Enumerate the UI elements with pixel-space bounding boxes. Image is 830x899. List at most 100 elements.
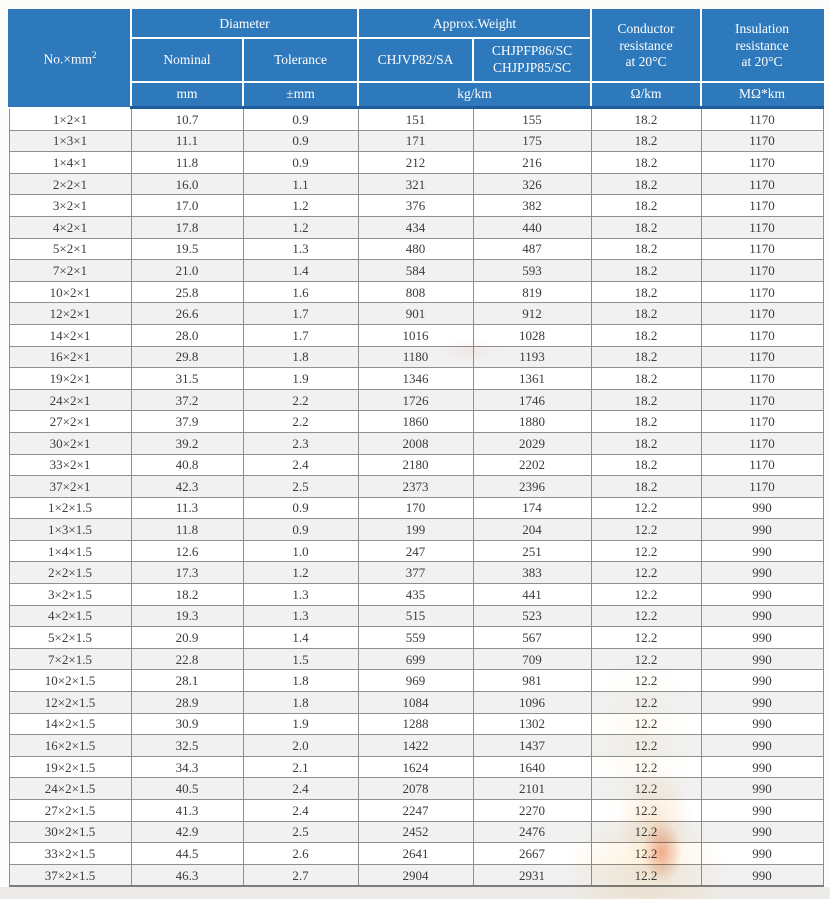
table-cell: 2.7	[242, 863, 359, 888]
table-cell: 1.8	[242, 345, 359, 369]
table-cell: 12.2	[590, 561, 702, 585]
no-mm2-label: No.×mm	[43, 51, 93, 67]
table-cell: 17.0	[130, 194, 244, 217]
table-cell: 12.2	[590, 691, 702, 714]
table-cell: 42.3	[130, 475, 244, 498]
table-cell: 28.1	[130, 669, 244, 693]
table-cell: 480	[357, 237, 474, 261]
table-cell: 1×3×1.5	[8, 518, 132, 541]
table-cell: 19.5	[130, 237, 244, 261]
table-cell: 2.4	[242, 777, 359, 800]
header-weight-type-a: CHJVP82/SA	[357, 37, 475, 83]
table-row: 1×3×1 11.1 0.9 171 175 18.2 1170	[8, 129, 824, 153]
table-cell: 1×4×1.5	[8, 539, 132, 563]
table-cell: 251	[472, 539, 592, 563]
table-cell: 37×2×1	[8, 475, 132, 498]
table-cell: 1170	[700, 475, 824, 498]
table-row: 7×2×1 21.0 1.4 584 593 18.2 1170	[8, 259, 824, 282]
table-row: 37×2×1.5 46.3 2.7 2904 2931 12.2 990	[8, 863, 824, 888]
table-cell: 1170	[700, 107, 824, 131]
table-cell: 18.2	[590, 431, 702, 455]
table-cell: 990	[700, 820, 824, 844]
header-insulation-resistance: Insulation resistance at 20°C	[700, 9, 825, 83]
table-cell: 19.3	[130, 604, 244, 628]
table-cell: 2.3	[242, 431, 359, 455]
table-cell: 2078	[357, 777, 474, 800]
table-header: No.×mm2 Diameter Approx.Weight Conductor…	[8, 9, 825, 109]
table-cell: 1860	[357, 410, 474, 433]
table-cell: 4×2×1.5	[8, 604, 132, 628]
table-cell: 199	[357, 518, 474, 541]
table-cell: 699	[357, 647, 474, 671]
header-group-diameter: Diameter	[129, 9, 360, 39]
table-cell: 37.9	[130, 410, 244, 433]
table-cell: 990	[700, 561, 824, 585]
table-cell: 18.2	[590, 129, 702, 153]
table-row: 7×2×1.5 22.8 1.5 699 709 12.2 990	[8, 647, 824, 671]
table-cell: 12.2	[590, 734, 702, 757]
table-row: 14×2×1 28.0 1.7 1016 1028 18.2 1170	[8, 323, 824, 347]
table-cell: 1170	[700, 172, 824, 196]
table-row: 3×2×1 17.0 1.2 376 382 18.2 1170	[8, 194, 824, 217]
table-row: 33×2×1.5 44.5 2.6 2641 2667 12.2 990	[8, 842, 824, 865]
table-cell: 5×2×1	[8, 237, 132, 261]
insulation-line-2: resistance	[735, 37, 789, 53]
table-cell: 1170	[700, 151, 824, 174]
table-cell: 20.9	[130, 626, 244, 649]
header-nominal: Nominal	[130, 37, 244, 83]
table-cell: 40.8	[130, 453, 244, 477]
header-conductor-resistance: Conductor resistance at 20°C	[590, 9, 703, 83]
bottom-strip	[0, 887, 830, 899]
table-cell: 990	[700, 604, 824, 628]
table-row: 30×2×1 39.2 2.3 2008 2029 18.2 1170	[8, 431, 824, 455]
table-cell: 990	[700, 539, 824, 563]
table-cell: 2×2×1.5	[8, 561, 132, 585]
table-cell: 559	[357, 626, 474, 649]
table-cell: 18.2	[590, 237, 702, 261]
header-group-approx-weight: Approx.Weight	[357, 9, 593, 39]
table-cell: 12×2×1.5	[8, 691, 132, 714]
cable-spec-table: No.×mm2 Diameter Approx.Weight Conductor…	[8, 9, 825, 888]
table-cell: 2396	[472, 475, 592, 498]
table-cell: 440	[472, 215, 592, 239]
table-row: 16×2×1 29.8 1.8 1180 1193 18.2 1170	[8, 345, 824, 369]
table-cell: 18.2	[590, 107, 702, 131]
conductor-line-3: at 20°C	[625, 54, 667, 70]
table-cell: 326	[472, 172, 592, 196]
table-cell: 155	[472, 107, 592, 131]
table-cell: 21.0	[130, 259, 244, 282]
table-cell: 1.4	[242, 626, 359, 649]
unit-mm: mm	[130, 81, 244, 109]
table-cell: 27×2×1.5	[8, 799, 132, 822]
table-cell: 990	[700, 496, 824, 520]
table-cell: 11.8	[130, 518, 244, 541]
table-cell: 12.2	[590, 755, 702, 779]
table-row: 3×2×1.5 18.2 1.3 435 441 12.2 990	[8, 583, 824, 606]
table-cell: 2931	[472, 863, 592, 888]
table-cell: 1.3	[242, 583, 359, 606]
table-cell: 1193	[472, 345, 592, 369]
table-cell: 16×2×1.5	[8, 734, 132, 757]
header-tolerance: Tolerance	[241, 37, 360, 83]
table-cell: 1726	[357, 388, 474, 412]
table-cell: 7×2×1.5	[8, 647, 132, 671]
table-cell: 46.3	[130, 863, 244, 888]
table-row: 2×2×1 16.0 1.1 321 326 18.2 1170	[8, 172, 824, 196]
table-cell: 1.0	[242, 539, 359, 563]
table-cell: 377	[357, 561, 474, 585]
table-cell: 1361	[472, 367, 592, 390]
table-cell: 1.9	[242, 367, 359, 390]
table-cell: 819	[472, 280, 592, 304]
table-cell: 10×2×1.5	[8, 669, 132, 693]
table-cell: 2247	[357, 799, 474, 822]
table-cell: 19×2×1.5	[8, 755, 132, 779]
table-cell: 2×2×1	[8, 172, 132, 196]
table-cell: 441	[472, 583, 592, 606]
table-cell: 1170	[700, 453, 824, 477]
table-cell: 912	[472, 302, 592, 325]
table-cell: 2373	[357, 475, 474, 498]
table-cell: 12.2	[590, 842, 702, 865]
table-row: 33×2×1 40.8 2.4 2180 2202 18.2 1170	[8, 453, 824, 477]
table-cell: 1.1	[242, 172, 359, 196]
